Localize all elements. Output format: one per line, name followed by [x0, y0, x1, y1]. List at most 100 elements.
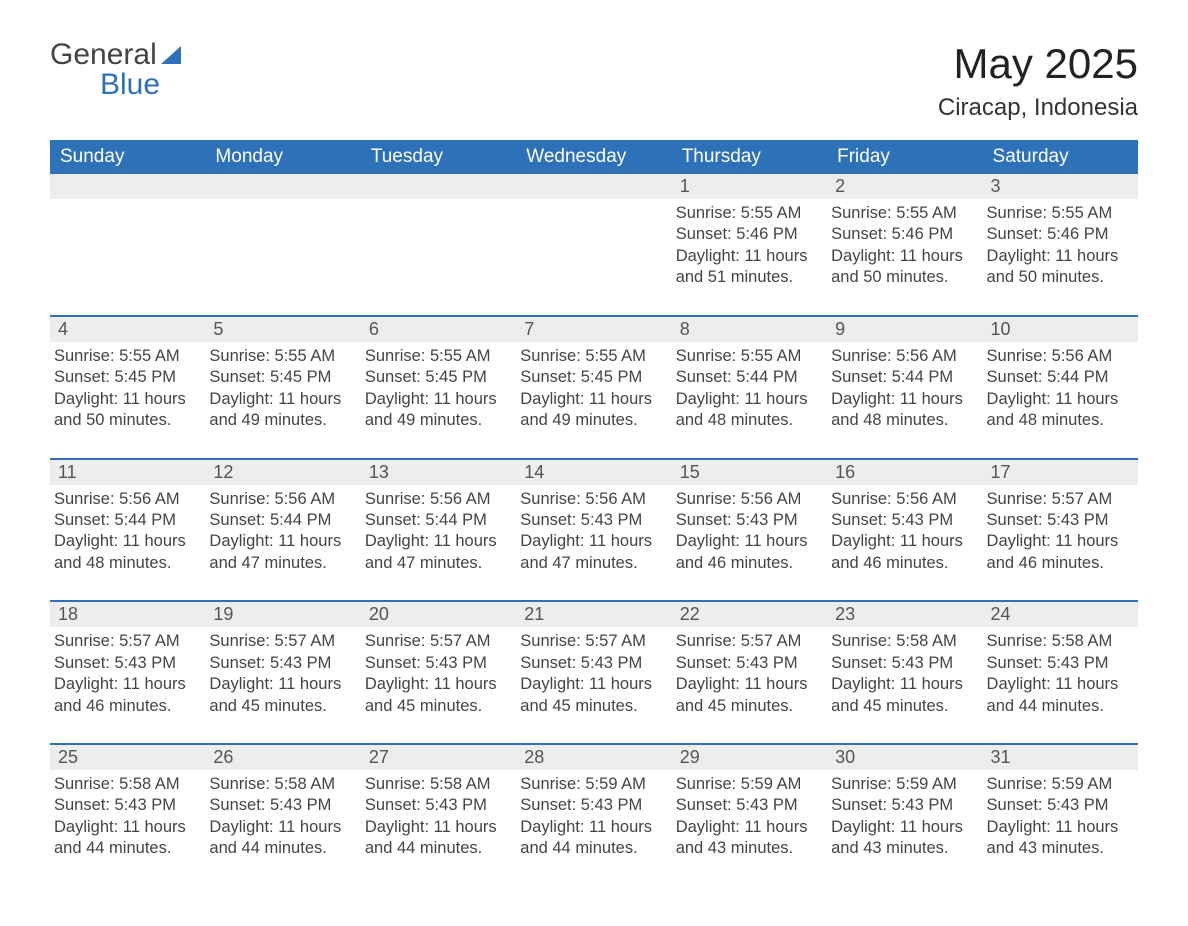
day-number: 28: [516, 745, 671, 770]
day-number: 13: [361, 460, 516, 485]
calendar-day-cell: 25Sunrise: 5:58 AMSunset: 5:43 PMDayligh…: [50, 744, 205, 886]
day-details: Sunrise: 5:57 AMSunset: 5:43 PMDaylight:…: [983, 485, 1138, 601]
day-details: Sunrise: 5:58 AMSunset: 5:43 PMDaylight:…: [361, 770, 516, 886]
calendar-day-cell: 11Sunrise: 5:56 AMSunset: 5:44 PMDayligh…: [50, 459, 205, 602]
weekday-header: Friday: [827, 140, 982, 174]
day-details: Sunrise: 5:58 AMSunset: 5:43 PMDaylight:…: [983, 627, 1138, 743]
day-number: 29: [672, 745, 827, 770]
day-number: [50, 174, 205, 199]
calendar-day-cell: [361, 174, 516, 316]
logo: General Blue: [50, 40, 181, 100]
day-details: Sunrise: 5:58 AMSunset: 5:43 PMDaylight:…: [50, 770, 205, 886]
calendar-day-cell: 18Sunrise: 5:57 AMSunset: 5:43 PMDayligh…: [50, 601, 205, 744]
weekday-header: Wednesday: [516, 140, 671, 174]
day-details: Sunrise: 5:56 AMSunset: 5:44 PMDaylight:…: [983, 342, 1138, 458]
day-details: Sunrise: 5:55 AMSunset: 5:45 PMDaylight:…: [361, 342, 516, 458]
calendar-day-cell: 8Sunrise: 5:55 AMSunset: 5:44 PMDaylight…: [672, 316, 827, 459]
day-number: [516, 174, 671, 199]
day-details: [516, 199, 671, 289]
day-details: Sunrise: 5:57 AMSunset: 5:43 PMDaylight:…: [50, 627, 205, 743]
day-details: Sunrise: 5:56 AMSunset: 5:44 PMDaylight:…: [361, 485, 516, 601]
calendar-day-cell: 15Sunrise: 5:56 AMSunset: 5:43 PMDayligh…: [672, 459, 827, 602]
day-details: Sunrise: 5:59 AMSunset: 5:43 PMDaylight:…: [983, 770, 1138, 886]
day-number: 2: [827, 174, 982, 199]
calendar-day-cell: 22Sunrise: 5:57 AMSunset: 5:43 PMDayligh…: [672, 601, 827, 744]
logo-word2: Blue: [100, 70, 160, 100]
day-number: 19: [205, 602, 360, 627]
day-number: 18: [50, 602, 205, 627]
calendar-day-cell: 12Sunrise: 5:56 AMSunset: 5:44 PMDayligh…: [205, 459, 360, 602]
day-number: 24: [983, 602, 1138, 627]
day-number: 25: [50, 745, 205, 770]
day-number: 11: [50, 460, 205, 485]
calendar-day-cell: 16Sunrise: 5:56 AMSunset: 5:43 PMDayligh…: [827, 459, 982, 602]
day-details: Sunrise: 5:57 AMSunset: 5:43 PMDaylight:…: [516, 627, 671, 743]
weekday-header: Thursday: [672, 140, 827, 174]
calendar-day-cell: 21Sunrise: 5:57 AMSunset: 5:43 PMDayligh…: [516, 601, 671, 744]
day-number: 1: [672, 174, 827, 199]
calendar-day-cell: [205, 174, 360, 316]
day-details: Sunrise: 5:56 AMSunset: 5:43 PMDaylight:…: [827, 485, 982, 601]
calendar-day-cell: 2Sunrise: 5:55 AMSunset: 5:46 PMDaylight…: [827, 174, 982, 316]
day-details: Sunrise: 5:56 AMSunset: 5:43 PMDaylight:…: [672, 485, 827, 601]
location-label: Ciracap, Indonesia: [938, 94, 1138, 122]
day-number: 3: [983, 174, 1138, 199]
day-number: 9: [827, 317, 982, 342]
day-number: 17: [983, 460, 1138, 485]
day-details: Sunrise: 5:55 AMSunset: 5:46 PMDaylight:…: [983, 199, 1138, 315]
day-details: Sunrise: 5:55 AMSunset: 5:45 PMDaylight:…: [516, 342, 671, 458]
day-number: 31: [983, 745, 1138, 770]
day-number: 21: [516, 602, 671, 627]
day-number: 22: [672, 602, 827, 627]
day-number: 4: [50, 317, 205, 342]
day-number: [361, 174, 516, 199]
day-details: Sunrise: 5:55 AMSunset: 5:46 PMDaylight:…: [827, 199, 982, 315]
day-details: [50, 199, 205, 289]
day-number: 20: [361, 602, 516, 627]
logo-word1: General: [50, 40, 157, 70]
day-details: [205, 199, 360, 289]
logo-triangle-icon: [161, 46, 181, 64]
calendar-week-row: 1Sunrise: 5:55 AMSunset: 5:46 PMDaylight…: [50, 174, 1138, 316]
day-details: Sunrise: 5:59 AMSunset: 5:43 PMDaylight:…: [827, 770, 982, 886]
weekday-header: Monday: [205, 140, 360, 174]
day-details: Sunrise: 5:57 AMSunset: 5:43 PMDaylight:…: [361, 627, 516, 743]
day-number: 8: [672, 317, 827, 342]
day-number: 15: [672, 460, 827, 485]
calendar-day-cell: 30Sunrise: 5:59 AMSunset: 5:43 PMDayligh…: [827, 744, 982, 886]
calendar-header-row: SundayMondayTuesdayWednesdayThursdayFrid…: [50, 140, 1138, 174]
calendar-day-cell: 7Sunrise: 5:55 AMSunset: 5:45 PMDaylight…: [516, 316, 671, 459]
calendar-week-row: 18Sunrise: 5:57 AMSunset: 5:43 PMDayligh…: [50, 601, 1138, 744]
day-details: Sunrise: 5:56 AMSunset: 5:44 PMDaylight:…: [50, 485, 205, 601]
day-details: Sunrise: 5:58 AMSunset: 5:43 PMDaylight:…: [827, 627, 982, 743]
calendar-day-cell: 29Sunrise: 5:59 AMSunset: 5:43 PMDayligh…: [672, 744, 827, 886]
calendar-day-cell: 19Sunrise: 5:57 AMSunset: 5:43 PMDayligh…: [205, 601, 360, 744]
day-number: 6: [361, 317, 516, 342]
calendar-day-cell: 4Sunrise: 5:55 AMSunset: 5:45 PMDaylight…: [50, 316, 205, 459]
title-block: May 2025 Ciracap, Indonesia: [938, 40, 1138, 122]
calendar-week-row: 4 Sunrise: 5:55 AMSunset: 5:45 PMDaylight…: [50, 316, 1138, 459]
calendar-week-row: 11Sunrise: 5:56 AMSunset: 5:44 PMDayligh…: [50, 459, 1138, 602]
calendar-day-cell: 13Sunrise: 5:56 AMSunset: 5:44 PMDayligh…: [361, 459, 516, 602]
calendar-week-row: 25Sunrise: 5:58 AMSunset: 5:43 PMDayligh…: [50, 744, 1138, 886]
calendar-day-cell: 14Sunrise: 5:56 AMSunset: 5:43 PMDayligh…: [516, 459, 671, 602]
calendar-day-cell: 31Sunrise: 5:59 AMSunset: 5:43 PMDayligh…: [983, 744, 1138, 886]
day-details: [361, 199, 516, 289]
day-details: Sunrise: 5:57 AMSunset: 5:43 PMDaylight:…: [205, 627, 360, 743]
calendar-day-cell: 28Sunrise: 5:59 AMSunset: 5:43 PMDayligh…: [516, 744, 671, 886]
calendar-day-cell: 20Sunrise: 5:57 AMSunset: 5:43 PMDayligh…: [361, 601, 516, 744]
weekday-header: Saturday: [983, 140, 1138, 174]
day-number: 12: [205, 460, 360, 485]
calendar-day-cell: 5Sunrise: 5:55 AMSunset: 5:45 PMDaylight…: [205, 316, 360, 459]
calendar-body: 1Sunrise: 5:55 AMSunset: 5:46 PMDaylight…: [50, 174, 1138, 886]
day-details: Sunrise: 5:59 AMSunset: 5:43 PMDaylight:…: [516, 770, 671, 886]
calendar-day-cell: [50, 174, 205, 316]
day-number: 27: [361, 745, 516, 770]
day-details: Sunrise: 5:58 AMSunset: 5:43 PMDaylight:…: [205, 770, 360, 886]
day-number: 16: [827, 460, 982, 485]
day-number: 26: [205, 745, 360, 770]
weekday-header: Sunday: [50, 140, 205, 174]
month-title: May 2025: [938, 40, 1138, 88]
day-number: 23: [827, 602, 982, 627]
page-header: General Blue May 2025 Ciracap, Indonesia: [50, 40, 1138, 122]
